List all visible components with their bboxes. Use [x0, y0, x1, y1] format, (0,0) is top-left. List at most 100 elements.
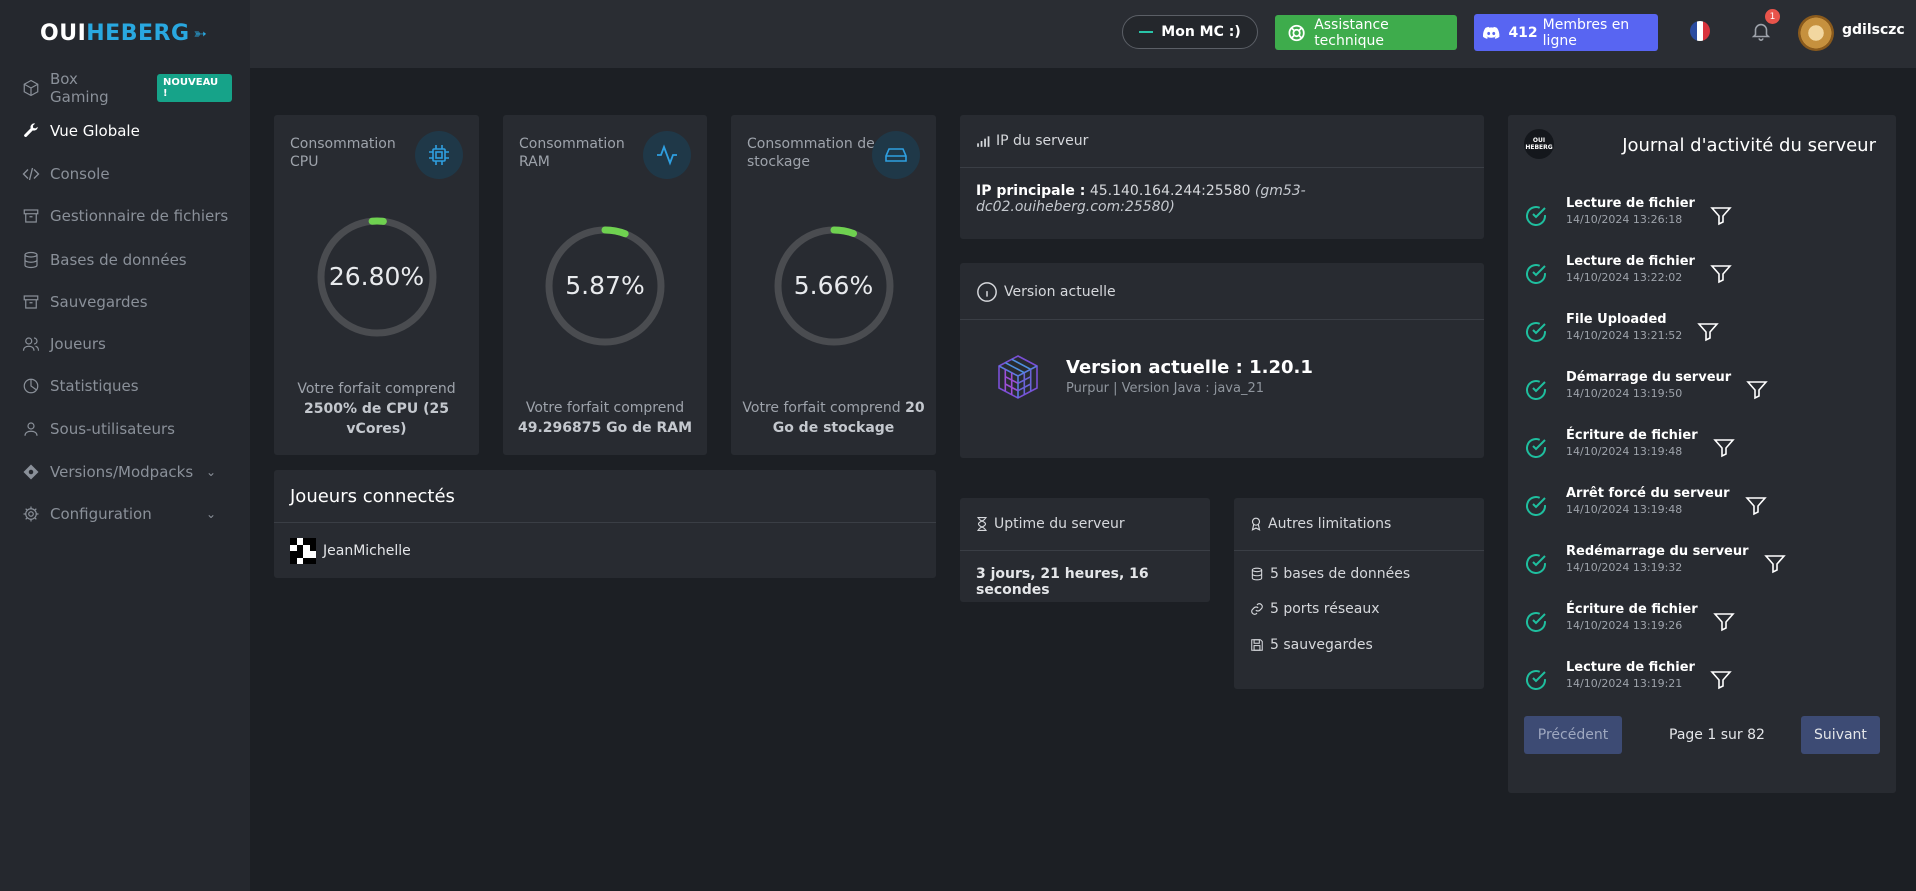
- cpu-usage-value: 26.80%: [328, 262, 425, 291]
- lifebuoy-icon: [1288, 24, 1305, 41]
- code-icon: [22, 167, 40, 181]
- limit-label: 5 ports réseaux: [1270, 601, 1380, 617]
- log-action: Lecture de fichier: [1566, 254, 1695, 269]
- version-number: Version actuelle : 1.20.1: [1066, 357, 1313, 378]
- ip-address: 45.140.164.244:25580: [1089, 183, 1251, 199]
- sidebar-item-console[interactable]: Console: [22, 162, 232, 186]
- sidebar-item-databases[interactable]: Bases de données: [22, 248, 232, 272]
- check-circle-icon: [1526, 612, 1546, 632]
- floppy-disk-icon: [1251, 639, 1263, 651]
- discord-button[interactable]: 412 Membres en ligne: [1474, 14, 1658, 51]
- previous-page-button[interactable]: Précédent: [1524, 716, 1622, 754]
- sidebar-item-stats[interactable]: Statistiques: [22, 374, 232, 398]
- ram-usage-value: 5.87%: [565, 271, 645, 300]
- divider: [960, 167, 1484, 168]
- limits-card-title: Autres limitations: [1268, 516, 1392, 532]
- ip-line[interactable]: IP principale : 45.140.164.244:25580 (gm…: [976, 183, 1484, 215]
- player-head-icon: [290, 538, 316, 564]
- log-date: 14/10/2024 13:19:48: [1566, 503, 1683, 516]
- discord-member-count: 412: [1508, 24, 1538, 41]
- storage-plan-description: Votre forfait comprend 20 Go de stockage: [741, 398, 926, 438]
- sidebar-item-backups[interactable]: Sauvegardes: [22, 290, 232, 314]
- ram-gauge-fill: [545, 226, 665, 346]
- new-badge: NOUVEAU !: [157, 74, 232, 102]
- purpur-cube-icon: [998, 355, 1038, 399]
- box-icon: [23, 79, 39, 97]
- player-name: JeanMichelle: [323, 543, 411, 559]
- log-date: 14/10/2024 13:22:02: [1566, 271, 1683, 284]
- log-entry: File Uploaded 14/10/2024 13:21:52: [1524, 311, 1720, 344]
- chevron-down-icon: ⌄: [205, 507, 216, 521]
- next-page-button[interactable]: Suivant: [1801, 716, 1880, 754]
- sidebar-item-label: Sauvegardes: [50, 293, 148, 311]
- version-card: Version actuelle Version actuelle : 1.20…: [960, 263, 1484, 458]
- check-circle-icon: [1526, 438, 1546, 458]
- ram-plan-amount: 49.296875 Go de RAM: [517, 420, 693, 436]
- limit-item-databases: 5 bases de données: [1250, 566, 1410, 582]
- discord-icon: [1483, 26, 1500, 39]
- sidebar-item-players[interactable]: Joueurs: [22, 332, 232, 356]
- log-date: 14/10/2024 13:19:48: [1566, 445, 1683, 458]
- ip-label: IP principale :: [976, 183, 1086, 199]
- france-flag-icon[interactable]: [1690, 21, 1710, 41]
- uptime-card: Uptime du serveur 3 jours, 21 heures, 16…: [960, 498, 1210, 602]
- storage-card-title: Consommation de stockage: [747, 136, 875, 170]
- server-name: Mon MC :): [1161, 24, 1241, 40]
- limit-label: 5 sauvegardes: [1270, 637, 1373, 653]
- logo-text-heberg: HEBERG: [86, 20, 190, 46]
- log-entry: Démarrage du serveur 14/10/2024 13:19:50: [1524, 369, 1769, 402]
- filter-icon[interactable]: [1763, 552, 1787, 576]
- database-icon: [1251, 567, 1263, 581]
- check-circle-icon: [1526, 264, 1546, 284]
- server-selector-button[interactable]: Mon MC :): [1122, 15, 1258, 49]
- storage-plan-amount: 20 Go de stockage: [772, 400, 925, 436]
- storage-usage-card: Consommation de stockage 5.66% Votre for…: [731, 115, 936, 455]
- cpu-usage-card: Consommation CPU 26.80% Votre forfait co…: [274, 115, 479, 455]
- cpu-gauge: [274, 214, 479, 340]
- support-button[interactable]: Assistance technique: [1275, 15, 1457, 50]
- player-row[interactable]: JeanMichelle: [290, 538, 411, 564]
- hard-drive-icon: [872, 131, 920, 179]
- log-action: Lecture de fichier: [1566, 660, 1695, 675]
- avatar[interactable]: [1798, 15, 1834, 51]
- check-circle-icon: [1526, 496, 1546, 516]
- sidebar-item-label: Configuration: [50, 505, 152, 523]
- username[interactable]: gdilsczc: [1842, 22, 1905, 38]
- ram-usage-card: Consommation RAM 5.87% Votre forfait com…: [503, 115, 707, 455]
- filter-icon[interactable]: [1745, 378, 1769, 402]
- sidebar-item-vue-globale[interactable]: Vue Globale: [22, 119, 232, 143]
- limit-label: 5 bases de données: [1270, 566, 1411, 582]
- bell-icon[interactable]: [1750, 20, 1772, 42]
- ip-card-title: IP du serveur: [996, 133, 1089, 149]
- log-action: File Uploaded: [1566, 312, 1667, 327]
- activity-icon: [643, 131, 691, 179]
- info-icon: [977, 282, 997, 302]
- connected-players-card: Joueurs connectés JeanMichelle: [274, 470, 936, 578]
- rocket-icon: ➳: [193, 23, 208, 43]
- sidebar-item-configuration[interactable]: Configuration ⌄: [22, 502, 232, 526]
- filter-icon[interactable]: [1696, 320, 1720, 344]
- filter-icon[interactable]: [1709, 262, 1733, 286]
- filter-icon[interactable]: [1712, 610, 1736, 634]
- sidebar-item-subusers[interactable]: Sous-utilisateurs: [22, 417, 232, 441]
- activity-journal-card: OUI HEBERG Journal d'activité du serveur…: [1508, 115, 1896, 793]
- sidebar-item-box-gaming[interactable]: Box Gaming NOUVEAU !: [22, 70, 232, 106]
- filter-icon[interactable]: [1709, 204, 1733, 228]
- log-action: Écriture de fichier: [1566, 602, 1698, 617]
- check-circle-icon: [1526, 206, 1546, 226]
- divider: [960, 550, 1210, 551]
- sidebar-item-label: Gestionnaire de fichiers: [50, 207, 229, 225]
- chevron-down-icon: ⌄: [205, 465, 216, 479]
- diamond-icon: [23, 464, 39, 480]
- filter-icon[interactable]: [1712, 436, 1736, 460]
- limits-card-header: Autres limitations: [1250, 516, 1391, 532]
- pie-chart-icon: [23, 378, 39, 394]
- filter-icon[interactable]: [1709, 668, 1733, 692]
- cpu-plan-amount: 2500% de CPU (25 vCores): [304, 401, 449, 437]
- logo[interactable]: OUI HEBERG ➳: [0, 0, 250, 66]
- filter-icon[interactable]: [1744, 494, 1768, 518]
- storage-usage-value: 5.66%: [793, 271, 874, 300]
- log-date: 14/10/2024 13:19:26: [1566, 619, 1683, 632]
- sidebar-item-files[interactable]: Gestionnaire de fichiers: [22, 204, 232, 228]
- sidebar-item-versions[interactable]: Versions/Modpacks ⌄: [22, 460, 232, 484]
